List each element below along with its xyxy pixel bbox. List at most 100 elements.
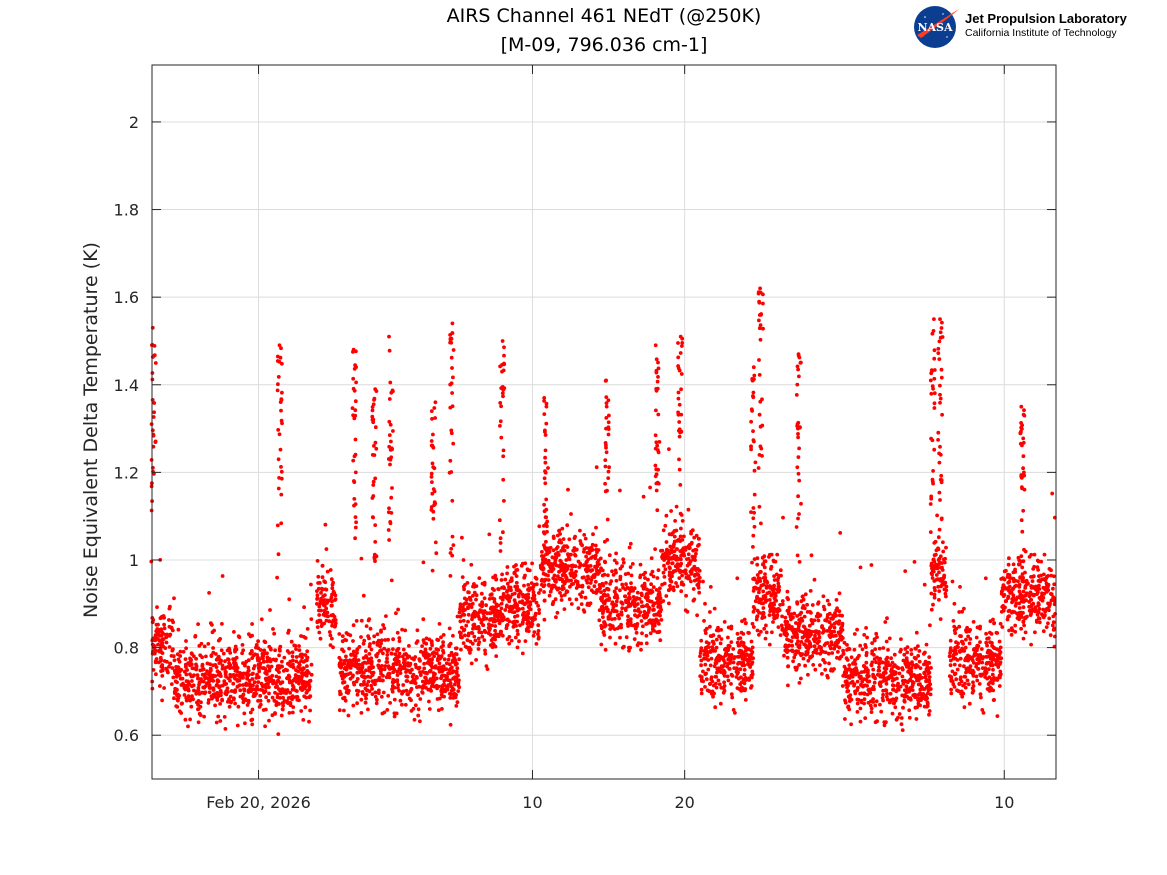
data-point	[610, 569, 614, 574]
data-point	[466, 612, 471, 617]
data-point	[930, 576, 935, 580]
data-point	[188, 663, 192, 668]
data-point	[990, 672, 995, 677]
data-point	[780, 599, 785, 603]
data-point	[712, 606, 717, 611]
data-point	[330, 636, 334, 641]
data-point	[929, 666, 933, 670]
data-point	[662, 557, 667, 562]
data-point	[216, 655, 220, 660]
data-point	[964, 637, 968, 642]
data-point	[937, 562, 941, 567]
data-point	[447, 668, 452, 672]
data-point	[703, 631, 708, 635]
data-point	[1007, 576, 1012, 580]
data-point	[158, 684, 162, 688]
data-point	[360, 690, 365, 694]
data-point	[184, 685, 189, 690]
data-point	[848, 693, 853, 697]
data-point	[542, 396, 547, 400]
data-point	[354, 619, 359, 623]
data-point	[734, 669, 739, 674]
data-point	[1044, 581, 1049, 586]
data-point	[528, 607, 533, 612]
data-point	[612, 627, 617, 631]
data-point	[380, 678, 384, 683]
data-point	[460, 575, 465, 579]
data-point	[468, 647, 473, 652]
data-point	[174, 674, 179, 679]
data-point	[581, 563, 586, 568]
data-point	[756, 576, 761, 581]
data-point	[223, 669, 228, 674]
data-point	[543, 557, 548, 562]
data-point	[986, 636, 991, 640]
data-point	[555, 610, 560, 615]
data-point	[606, 607, 610, 612]
data-point	[785, 608, 790, 613]
data-point	[734, 675, 739, 679]
data-point	[910, 688, 915, 692]
data-point	[436, 684, 441, 689]
data-point	[221, 651, 226, 656]
data-point	[396, 683, 401, 687]
data-point	[904, 664, 909, 669]
data-point	[1020, 565, 1025, 570]
data-point	[448, 340, 452, 345]
data-point	[829, 623, 834, 628]
data-point	[807, 628, 811, 633]
data-point	[712, 691, 716, 696]
data-point	[429, 439, 434, 443]
data-point	[424, 670, 429, 675]
data-point	[315, 596, 320, 601]
data-point	[524, 627, 529, 632]
data-point	[180, 676, 185, 681]
data-point	[603, 647, 608, 652]
data-point	[520, 651, 525, 656]
data-point	[329, 577, 334, 582]
data-point	[932, 559, 937, 564]
data-point	[803, 592, 808, 597]
data-point	[1052, 582, 1057, 587]
data-point	[892, 652, 897, 657]
data-point	[226, 676, 231, 681]
data-point	[1032, 552, 1037, 557]
data-point	[770, 608, 775, 613]
data-point	[371, 680, 376, 685]
data-point	[1045, 586, 1049, 590]
data-point	[821, 658, 826, 662]
data-point	[351, 673, 355, 678]
data-point	[287, 680, 292, 685]
data-point	[704, 656, 708, 661]
data-point	[862, 701, 866, 706]
data-point	[351, 623, 356, 628]
data-point	[367, 636, 371, 641]
data-point	[790, 643, 795, 648]
data-point	[429, 409, 434, 413]
data-point	[604, 581, 608, 585]
data-point	[497, 613, 502, 618]
data-point	[168, 604, 172, 609]
data-point	[926, 667, 931, 672]
data-point	[793, 635, 798, 639]
data-point	[940, 565, 944, 570]
data-point	[218, 702, 223, 706]
data-point	[699, 691, 704, 696]
data-point	[619, 622, 623, 627]
data-point	[649, 618, 654, 623]
data-point	[385, 653, 390, 657]
data-point	[524, 593, 528, 598]
data-point	[796, 644, 801, 649]
data-point	[776, 576, 781, 580]
data-point	[562, 548, 567, 553]
data-point	[330, 592, 334, 597]
data-point	[386, 637, 390, 642]
data-point	[542, 617, 547, 622]
data-point	[154, 629, 159, 633]
data-point	[597, 618, 602, 623]
data-point	[685, 563, 690, 568]
data-point	[389, 495, 394, 500]
data-point	[722, 620, 727, 624]
data-point	[827, 626, 832, 630]
